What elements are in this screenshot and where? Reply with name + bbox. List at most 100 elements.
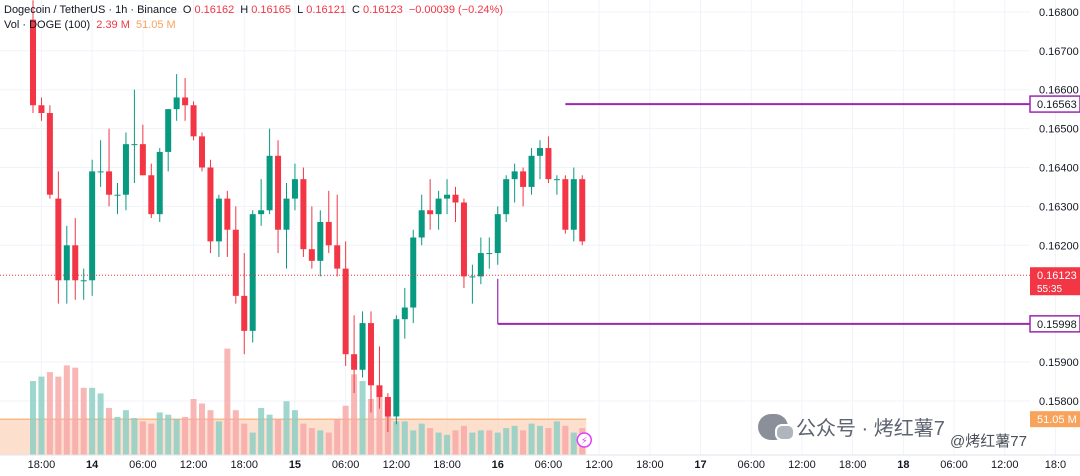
candle-body (511, 171, 518, 180)
candle (562, 175, 569, 234)
candle (401, 288, 408, 339)
volume-bar (148, 423, 155, 455)
volume-bar (207, 410, 214, 455)
candle (334, 194, 341, 277)
high-label: H (240, 4, 249, 16)
candle-body (89, 171, 96, 281)
candle-body (46, 113, 53, 195)
candle-body (528, 155, 535, 187)
candle (477, 237, 484, 285)
candle (122, 132, 129, 211)
candle (55, 171, 62, 304)
volume-bar (97, 393, 104, 455)
candle-body (545, 148, 552, 180)
volume-bar (368, 399, 374, 455)
price-axis[interactable]: 0.16800 0.16700 0.16600 0.16500 0.16400 0.163… (1029, 7, 1080, 428)
candle (520, 167, 527, 207)
candle (30, 0, 36, 114)
x-tick-label: 18:00 (28, 459, 56, 471)
candle-body (427, 210, 434, 215)
candle (63, 225, 70, 304)
candle (215, 194, 222, 257)
volume-bar (308, 428, 315, 455)
volume-bar (427, 428, 434, 455)
volume-bar (232, 410, 239, 455)
low-label: L (297, 4, 304, 16)
candle-body (148, 175, 155, 215)
volume-bar (106, 407, 113, 455)
candles (30, 0, 586, 432)
candle-body (224, 198, 231, 230)
candle (72, 218, 79, 300)
volume-bar (46, 372, 53, 455)
candle-body (469, 276, 476, 278)
candle (368, 311, 374, 413)
candle-body (114, 194, 121, 196)
candle-body (131, 144, 138, 146)
candle-body (494, 214, 501, 254)
candle-body (182, 97, 189, 106)
candle-body (122, 144, 129, 195)
candle-body (291, 179, 298, 199)
candle (444, 179, 451, 215)
close-value: 0.16123 (362, 4, 403, 16)
candle-body (232, 229, 239, 296)
volume-bar (562, 425, 569, 455)
candle (553, 175, 560, 195)
volume-bar (511, 425, 518, 455)
candle (275, 140, 282, 254)
candle-body (537, 148, 543, 156)
level-price-tag (1029, 95, 1080, 113)
candle-body (334, 245, 341, 269)
low-value: 0.16121 (306, 4, 346, 16)
volume-bars: ⚡ (0, 348, 592, 455)
y-tick-label: 0.15800 (1039, 396, 1079, 408)
candle-body (342, 268, 349, 355)
volume-bar (359, 381, 366, 455)
volume-bar (38, 376, 45, 455)
last-price-tag (1030, 267, 1080, 296)
level-lines (0, 103, 1030, 325)
x-tick-label: 12:00 (383, 459, 411, 471)
candle (139, 124, 146, 176)
volume-bar (241, 423, 248, 455)
candle (148, 163, 155, 219)
candle (376, 346, 383, 409)
candle-body (97, 171, 104, 173)
volume-title[interactable]: Vol · DOGE (100) (4, 19, 91, 31)
candle-body (190, 105, 197, 137)
candle (418, 194, 425, 246)
volume-bar (283, 401, 290, 455)
volume-bar (275, 419, 282, 455)
time-axis[interactable]: 18:00 14 06:00 12:00 18:00 15 06:00 12:00 18:00 1… (0, 454, 1080, 471)
candle (460, 198, 467, 289)
x-tick-label: 06:00 (535, 459, 563, 471)
x-tick-label: 18:00 (636, 459, 664, 471)
x-tick-label: 06:00 (737, 459, 765, 471)
candle (435, 190, 442, 230)
candle (494, 206, 501, 265)
volume-legend: Vol · DOGE (100) 2.39 M 51.05 M (4, 19, 179, 31)
candle (38, 97, 45, 121)
candle (308, 206, 315, 269)
volume-bar (520, 430, 527, 455)
symbol-title[interactable]: Dogecoin / TetherUS · 1h · Binance (4, 4, 177, 16)
volume-bar (114, 416, 121, 455)
volume-bar (351, 374, 358, 455)
candle (300, 167, 307, 257)
volume-bar (444, 434, 451, 455)
candle-body (393, 319, 400, 417)
candle-body (275, 155, 282, 230)
level-price-label: 0.15998 (1037, 319, 1077, 331)
volume-value: 2.39 M (96, 19, 130, 31)
volume-bar (291, 410, 298, 455)
volume-bar (249, 432, 256, 455)
wechat-icon (758, 413, 795, 441)
candle-body (579, 179, 586, 242)
volume-bar (190, 399, 197, 455)
candle (207, 159, 214, 254)
candle-body (384, 396, 391, 417)
candle-body (520, 171, 527, 187)
x-tick-label: 15 (289, 459, 301, 471)
